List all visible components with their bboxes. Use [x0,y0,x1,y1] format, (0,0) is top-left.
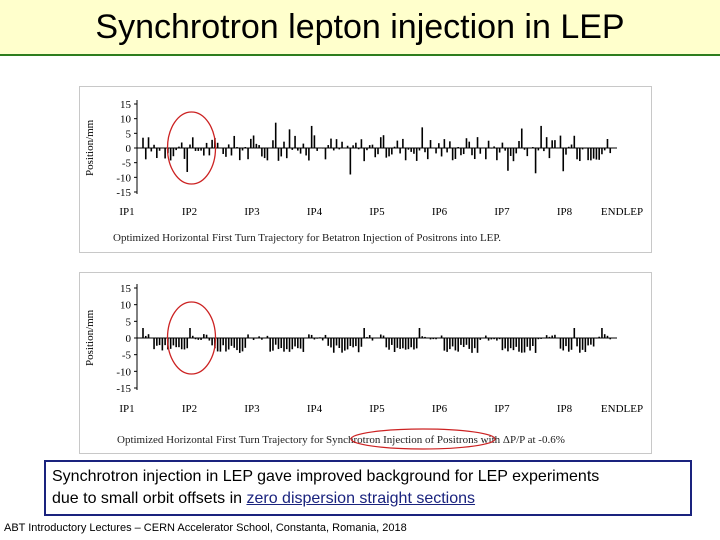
caption-bottom-pre: Optimized Horizontal First Turn Trajecto… [117,434,310,446]
chart-caption: Optimized Horizontal First Turn Trajecto… [117,434,565,446]
y-tick-label: 0 [126,333,132,345]
footer-text: ABT Introductory Lectures – CERN Acceler… [4,522,407,534]
caption-bottom-highlight: for Synchrotron Injection [310,434,422,446]
chart-betatron-injection: Position/mm 15 10 5 0 -5 -10 -15 IP1 IP2 IP3 IP4 IP5… [84,99,643,244]
note-line-2-text: due to small orbit offsets in [52,490,247,507]
y-tick-label: -10 [116,172,131,184]
y-tick-label: 10 [120,300,132,312]
chart-panel-bottom: Position/mm 15 10 5 0 -5 -10 -15 IP1 IP2 IP3 IP4 IP5… [79,272,652,454]
chart-synchrotron-injection: Position/mm 15 10 5 0 -5 -10 -15 IP1 IP2 IP3 IP4 IP5… [84,283,643,450]
x-tick-label: IP4 [307,206,323,218]
y-tick-label: -15 [116,187,131,199]
y-tick-label: 10 [120,114,132,126]
x-tick-label: IP1 [119,206,134,218]
y-tick-label: 0 [126,143,132,155]
x-tick-label: IP3 [244,403,260,415]
x-tick-label: IP8 [557,206,573,218]
highlight-ellipse-ip2 [166,301,217,375]
x-tick-label: IP7 [494,206,510,218]
y-tick-label: 5 [126,128,132,140]
zero-dispersion-link[interactable]: zero dispersion straight sections [246,490,476,507]
x-tick-label: IP1 [119,403,134,415]
y-tick-label: 15 [120,283,132,295]
y-tick-label: -15 [116,383,131,395]
x-tick-label: IP4 [307,403,323,415]
x-tick-label: IP2 [182,206,197,218]
x-tick-label: IP5 [369,206,385,218]
y-tick-label: -5 [122,158,132,170]
x-tick-label: IP6 [432,403,448,415]
y-tick-label: -5 [122,350,132,362]
y-tick-label: 15 [120,99,132,111]
x-tick-label: IP5 [369,403,385,415]
x-tick-label: IP8 [557,403,573,415]
caption-bottom-post: of Positrons with ΔP/P at -0.6% [422,434,565,446]
y-tick-label: 5 [126,316,132,328]
x-tick-label: IP3 [244,206,260,218]
x-tick-label: IP7 [494,403,510,415]
chart-panel-top: Position/mm 15 10 5 0 -5 -10 -15 IP1 IP2 IP3 IP4 IP5… [79,86,652,253]
x-tick-label: IP6 [432,206,448,218]
y-axis-label: Position/mm [84,309,96,366]
y-axis-label: Position/mm [84,119,96,176]
note-line-1: Synchrotron injection in LEP gave improv… [52,468,600,485]
y-tick-label: -10 [116,366,131,378]
note-box: Synchrotron injection in LEP gave improv… [44,460,692,516]
caption-top-text: Optimized Horizontal First Turn Trajecto… [113,232,501,244]
x-tick-label: ENDLEP [601,403,643,415]
highlight-ellipse-caption [350,428,496,450]
slide-title: Synchrotron lepton injection in LEP [95,8,625,46]
note-line-2: due to small orbit offsets in zero dispe… [52,490,475,508]
highlight-ellipse-ip2 [166,111,217,185]
chart-caption: Optimized Horizontal First Turn Trajecto… [113,232,501,244]
x-tick-label: IP2 [182,403,197,415]
x-tick-label: ENDLEP [601,206,643,218]
title-band [0,0,720,56]
